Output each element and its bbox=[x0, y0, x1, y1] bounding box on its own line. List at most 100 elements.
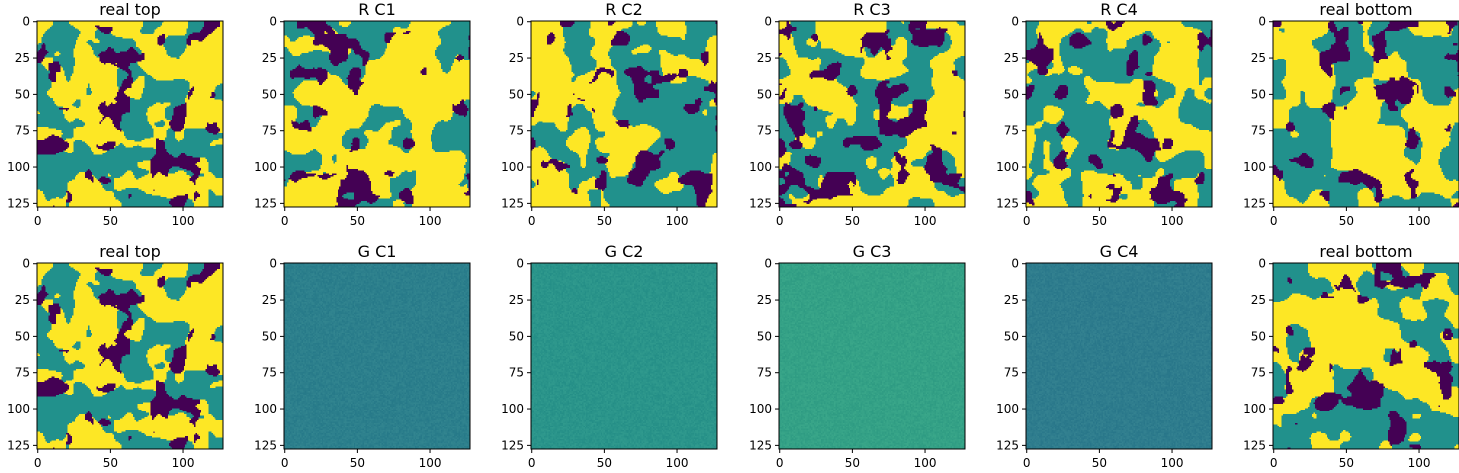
axes-frame bbox=[36, 262, 224, 450]
y-tick-label: 125 bbox=[749, 196, 772, 210]
x-tick-label: 100 bbox=[666, 456, 689, 470]
y-tick-label: 0 bbox=[1258, 15, 1266, 29]
y-tick-label: 125 bbox=[996, 438, 1019, 452]
heatmap-image bbox=[531, 21, 717, 207]
panel-title: R C2 bbox=[605, 0, 643, 19]
x-tick-label: 100 bbox=[914, 214, 937, 228]
x-tick-label: 50 bbox=[350, 214, 365, 228]
y-tick-label: 50 bbox=[1004, 329, 1019, 343]
y-tick-label: 0 bbox=[22, 257, 30, 271]
heatmap-image bbox=[37, 263, 223, 449]
y-tick-label: 100 bbox=[749, 160, 772, 174]
x-tick-label: 0 bbox=[776, 214, 784, 228]
heatmap-image bbox=[1026, 21, 1212, 207]
panel-title: real top bbox=[99, 0, 161, 19]
y-tick-label: 0 bbox=[1258, 257, 1266, 271]
panel-title: real bottom bbox=[1319, 242, 1412, 261]
y-tick-label: 75 bbox=[262, 124, 277, 138]
axes-frame bbox=[778, 262, 966, 450]
y-tick-label: 25 bbox=[15, 51, 30, 65]
panel-title: R C4 bbox=[1100, 0, 1138, 19]
x-tick-label: 100 bbox=[914, 456, 937, 470]
y-tick-label: 0 bbox=[764, 257, 772, 271]
y-tick-label: 0 bbox=[22, 15, 30, 29]
axes-frame bbox=[530, 20, 718, 208]
axes-frame bbox=[36, 20, 224, 208]
y-tick-label: 25 bbox=[1004, 51, 1019, 65]
x-tick-label: 50 bbox=[845, 456, 860, 470]
x-tick-label: 0 bbox=[528, 456, 536, 470]
y-tick-label: 0 bbox=[269, 257, 277, 271]
y-tick-label: 25 bbox=[509, 51, 524, 65]
y-tick-label: 100 bbox=[1243, 160, 1266, 174]
heatmap-image bbox=[779, 263, 965, 449]
y-tick-label: 100 bbox=[749, 402, 772, 416]
panel: R C3 0 50 100 0 25 50 75 100 125 bbox=[749, 0, 966, 228]
x-tick-label: 100 bbox=[1161, 214, 1184, 228]
panel-title: G C1 bbox=[358, 242, 397, 261]
heatmap-image bbox=[37, 21, 223, 207]
y-tick-label: 0 bbox=[516, 15, 524, 29]
heatmap-image bbox=[531, 263, 717, 449]
y-tick-label: 75 bbox=[15, 366, 30, 380]
panel: real top 0 50 100 0 25 50 75 100 125 bbox=[7, 242, 224, 470]
y-tick-label: 100 bbox=[7, 402, 30, 416]
panel: real top 0 50 100 0 25 50 75 100 125 bbox=[7, 0, 224, 228]
y-tick-label: 50 bbox=[757, 87, 772, 101]
y-tick-label: 25 bbox=[757, 51, 772, 65]
y-tick-label: 100 bbox=[1243, 402, 1266, 416]
y-tick-label: 50 bbox=[1004, 87, 1019, 101]
y-tick-label: 75 bbox=[262, 366, 277, 380]
axes-frame bbox=[1025, 262, 1213, 450]
y-tick-label: 50 bbox=[757, 329, 772, 343]
axes-frame bbox=[530, 262, 718, 450]
x-tick-label: 0 bbox=[1270, 214, 1278, 228]
x-tick-label: 50 bbox=[103, 214, 118, 228]
heatmap-image bbox=[1273, 21, 1459, 207]
x-tick-label: 50 bbox=[1339, 456, 1354, 470]
panel-title: G C2 bbox=[605, 242, 644, 261]
panel-title: R C3 bbox=[853, 0, 891, 19]
y-tick-label: 50 bbox=[1251, 329, 1266, 343]
y-tick-label: 125 bbox=[1243, 438, 1266, 452]
y-tick-label: 125 bbox=[7, 438, 30, 452]
y-tick-label: 0 bbox=[764, 15, 772, 29]
y-tick-label: 75 bbox=[509, 366, 524, 380]
panel: real bottom 0 50 100 0 25 50 75 100 125 bbox=[1243, 0, 1459, 228]
y-tick-label: 75 bbox=[1251, 366, 1266, 380]
x-tick-label: 100 bbox=[666, 214, 689, 228]
axes-frame bbox=[283, 20, 471, 208]
y-tick-label: 125 bbox=[254, 438, 277, 452]
heatmap-image bbox=[1273, 263, 1459, 449]
y-tick-label: 25 bbox=[262, 51, 277, 65]
x-tick-label: 50 bbox=[1092, 214, 1107, 228]
x-tick-label: 100 bbox=[1161, 456, 1184, 470]
panel-title: R C1 bbox=[358, 0, 396, 19]
x-tick-label: 50 bbox=[597, 456, 612, 470]
heatmap-image bbox=[284, 263, 470, 449]
panel-title: G C3 bbox=[853, 242, 892, 261]
y-tick-label: 75 bbox=[757, 124, 772, 138]
x-tick-label: 50 bbox=[350, 456, 365, 470]
x-tick-label: 50 bbox=[845, 214, 860, 228]
y-tick-label: 100 bbox=[254, 402, 277, 416]
axes-frame bbox=[283, 262, 471, 450]
y-tick-label: 0 bbox=[269, 15, 277, 29]
y-tick-label: 125 bbox=[7, 196, 30, 210]
x-tick-label: 0 bbox=[281, 456, 289, 470]
y-tick-label: 25 bbox=[1251, 293, 1266, 307]
y-tick-label: 75 bbox=[1004, 366, 1019, 380]
panel-title: real bottom bbox=[1319, 0, 1412, 19]
x-tick-label: 100 bbox=[419, 214, 442, 228]
y-tick-label: 50 bbox=[15, 87, 30, 101]
y-tick-label: 100 bbox=[996, 402, 1019, 416]
y-tick-label: 50 bbox=[15, 329, 30, 343]
y-tick-label: 125 bbox=[1243, 196, 1266, 210]
y-tick-label: 75 bbox=[757, 366, 772, 380]
panel: G C2 0 50 100 0 25 50 75 100 125 bbox=[501, 242, 718, 470]
panel: R C2 0 50 100 0 25 50 75 100 125 bbox=[501, 0, 718, 228]
y-tick-label: 75 bbox=[1004, 124, 1019, 138]
y-tick-label: 0 bbox=[1011, 15, 1019, 29]
panel: G C4 0 50 100 0 25 50 75 100 125 bbox=[996, 242, 1213, 470]
panel-title: G C4 bbox=[1100, 242, 1139, 261]
